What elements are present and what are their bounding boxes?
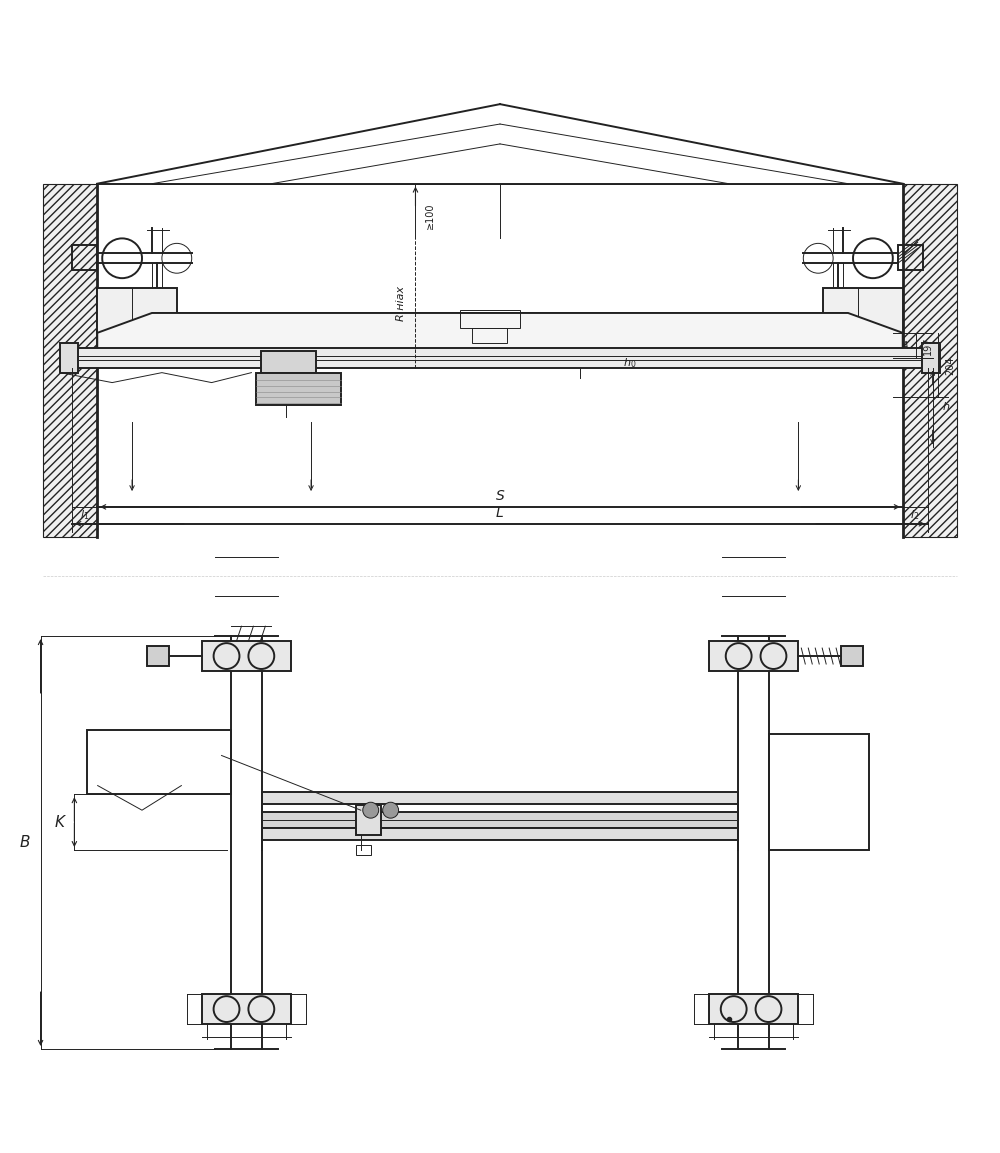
Bar xyxy=(709,641,798,671)
Bar xyxy=(922,342,940,372)
Text: S: S xyxy=(496,489,504,503)
Polygon shape xyxy=(97,312,903,357)
Text: $l_1$: $l_1$ xyxy=(80,508,89,522)
Bar xyxy=(72,246,97,270)
Bar xyxy=(261,351,316,372)
Bar xyxy=(709,994,798,1024)
Circle shape xyxy=(383,802,399,819)
Bar xyxy=(262,812,738,828)
Bar xyxy=(262,792,738,805)
Bar xyxy=(903,183,957,537)
Text: $l_2$: $l_2$ xyxy=(910,508,919,522)
Text: ≥100: ≥100 xyxy=(425,202,435,228)
Bar xyxy=(823,288,903,333)
Text: B: B xyxy=(19,835,30,850)
Bar xyxy=(769,733,869,850)
Circle shape xyxy=(363,802,379,819)
Bar xyxy=(356,845,371,854)
Bar xyxy=(460,310,520,327)
Bar xyxy=(256,372,341,406)
Text: K: K xyxy=(54,815,64,830)
Bar xyxy=(60,342,78,372)
Text: L: L xyxy=(496,506,504,520)
Bar xyxy=(43,183,97,537)
Text: A: A xyxy=(901,341,908,351)
Bar xyxy=(262,828,738,841)
Text: h: h xyxy=(943,402,950,413)
Bar xyxy=(356,805,381,835)
Bar xyxy=(898,246,923,270)
Text: 197: 197 xyxy=(923,337,933,355)
Bar xyxy=(87,730,231,794)
Bar xyxy=(97,288,177,333)
Bar xyxy=(147,646,169,666)
Bar xyxy=(202,994,291,1024)
Bar xyxy=(202,641,291,671)
Bar xyxy=(72,348,928,368)
Text: 204: 204 xyxy=(946,356,956,375)
Bar xyxy=(828,300,846,318)
Text: R нiax: R нiax xyxy=(396,286,406,321)
Bar xyxy=(472,327,507,342)
Bar xyxy=(841,646,863,666)
Bar xyxy=(149,300,167,318)
Text: $h_0$: $h_0$ xyxy=(623,356,636,370)
